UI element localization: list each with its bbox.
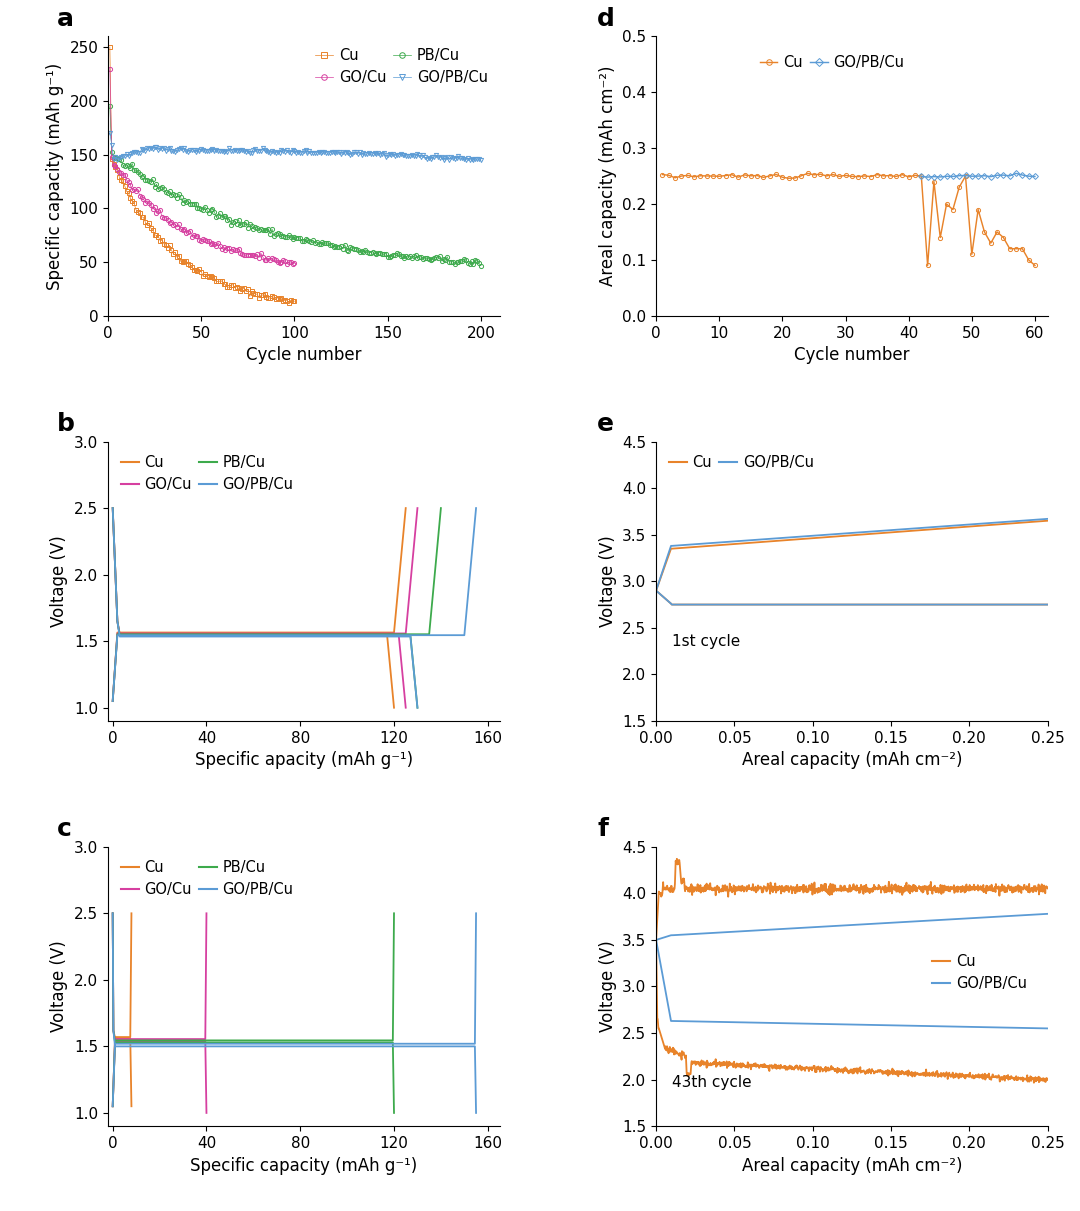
GO/PB/Cu (928, 170, 941, 184)
GO/PB/Cu (940, 170, 953, 184)
Y-axis label: Voltage (V): Voltage (V) (51, 941, 68, 1032)
Legend: Cu, GO/PB/Cu: Cu, GO/PB/Cu (663, 449, 820, 476)
GO/PB/Cu (921, 170, 934, 184)
Y-axis label: Specific capacity (mAh g⁻¹): Specific capacity (mAh g⁻¹) (45, 63, 64, 289)
GO/PB/Cu (953, 168, 966, 183)
GO/PB/Cu (915, 170, 928, 184)
X-axis label: Specific apacity (mAh g⁻¹): Specific apacity (mAh g⁻¹) (194, 751, 413, 769)
GO/PB/Cu (972, 168, 985, 183)
Y-axis label: Voltage (V): Voltage (V) (51, 535, 68, 627)
Y-axis label: Voltage (V): Voltage (V) (598, 941, 617, 1032)
GO/PB/Cu (934, 170, 947, 184)
X-axis label: Cycle number: Cycle number (794, 346, 909, 365)
Cu (782, 171, 795, 185)
Cu (896, 167, 909, 182)
GO/PB/Cu (1028, 170, 1041, 184)
GO/PB/Cu (978, 168, 991, 183)
GO/PB/Cu (966, 170, 978, 184)
Text: 1st cycle: 1st cycle (672, 633, 740, 649)
GO/PB/Cu (1010, 166, 1023, 180)
Text: f: f (597, 817, 608, 842)
Legend: Cu, GO/PB/Cu: Cu, GO/PB/Cu (754, 50, 910, 76)
Text: c: c (57, 817, 72, 842)
Cu (1028, 258, 1041, 272)
Text: d: d (597, 7, 616, 30)
X-axis label: Specific capacity (mAh g⁻¹): Specific capacity (mAh g⁻¹) (190, 1157, 417, 1175)
Y-axis label: Areal capacity (mAh cm⁻²): Areal capacity (mAh cm⁻²) (598, 65, 617, 286)
Legend: Cu, GO/Cu, PB/Cu, GO/PB/Cu: Cu, GO/Cu, PB/Cu, GO/PB/Cu (116, 854, 299, 903)
Legend: Cu, GO/Cu, PB/Cu, GO/PB/Cu: Cu, GO/Cu, PB/Cu, GO/PB/Cu (116, 449, 299, 498)
GO/PB/Cu (959, 168, 972, 183)
GO/PB/Cu (990, 168, 1003, 183)
Legend: Cu, GO/Cu, PB/Cu, GO/PB/Cu: Cu, GO/Cu, PB/Cu, GO/PB/Cu (311, 44, 492, 90)
Text: e: e (597, 412, 615, 436)
X-axis label: Areal capacity (mAh cm⁻²): Areal capacity (mAh cm⁻²) (742, 751, 962, 769)
Text: a: a (57, 7, 75, 30)
Cu (764, 168, 777, 183)
Cu (801, 166, 814, 180)
X-axis label: Cycle number: Cycle number (246, 346, 362, 365)
Line: GO/PB/Cu: GO/PB/Cu (919, 171, 1037, 179)
Y-axis label: Voltage (V): Voltage (V) (598, 535, 617, 627)
Cu (719, 168, 732, 183)
GO/PB/Cu (997, 168, 1010, 183)
GO/PB/Cu (946, 170, 959, 184)
Text: b: b (57, 412, 75, 436)
GO/PB/Cu (1022, 168, 1035, 183)
Cu (921, 258, 934, 272)
Cu (775, 170, 788, 184)
GO/PB/Cu (984, 170, 997, 184)
Legend: Cu, GO/PB/Cu: Cu, GO/PB/Cu (927, 948, 1032, 997)
GO/PB/Cu (1003, 168, 1016, 183)
GO/PB/Cu (1016, 168, 1029, 183)
Line: Cu: Cu (660, 171, 1037, 268)
Cu (751, 168, 764, 183)
X-axis label: Areal capacity (mAh cm⁻²): Areal capacity (mAh cm⁻²) (742, 1157, 962, 1175)
Text: 43th cycle: 43th cycle (672, 1075, 752, 1090)
Cu (656, 167, 669, 182)
